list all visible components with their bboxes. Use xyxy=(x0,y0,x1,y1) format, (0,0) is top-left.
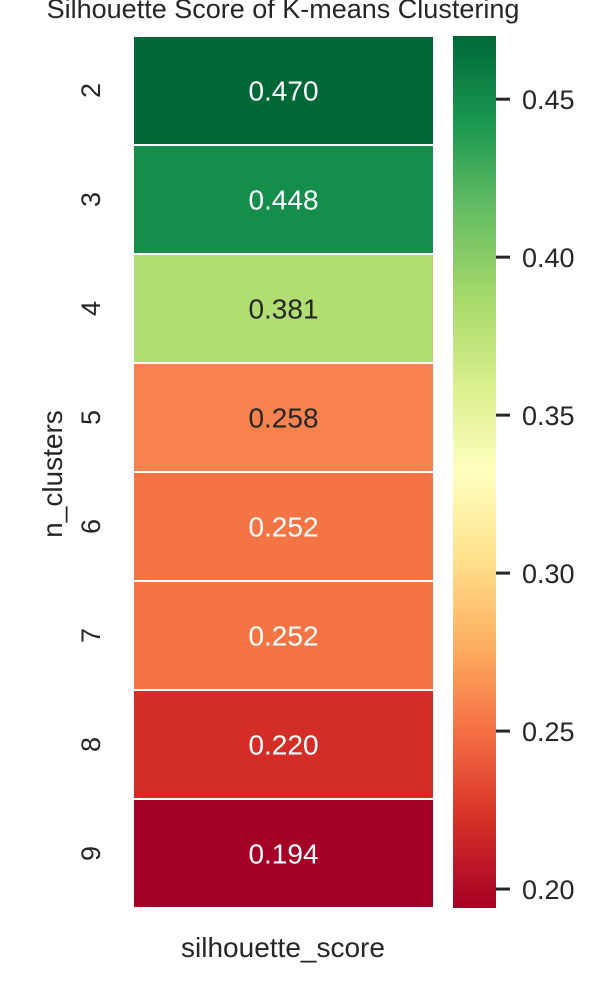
cell-value-label: 0.470 xyxy=(248,76,318,107)
y-tick-label: 4 xyxy=(76,301,106,316)
y-tick-label: 9 xyxy=(76,846,106,861)
heatmap-cell xyxy=(132,35,435,146)
y-axis-label: n_clusters xyxy=(37,410,68,538)
y-tick-label: 3 xyxy=(76,192,106,207)
colorbar-gradient xyxy=(453,36,496,908)
cell-value-label: 0.252 xyxy=(248,512,318,543)
colorbar-tick-label: 0.40 xyxy=(522,243,575,273)
chart-title: Silhouette Score of K-means Clustering xyxy=(47,0,520,24)
heatmap-cells: 0.470 2 0.448 3 0.381 4 0.258 5 0.252 6 0.252 7 0.22… xyxy=(76,35,435,909)
heatmap-cell xyxy=(132,471,435,582)
colorbar-tick-label: 0.45 xyxy=(522,85,575,115)
x-axis-label: silhouette_score xyxy=(181,932,385,963)
heatmap-cell xyxy=(132,144,435,255)
cell-value-label: 0.194 xyxy=(248,839,318,870)
colorbar-tick-label: 0.20 xyxy=(522,875,575,905)
colorbar-tick-label: 0.35 xyxy=(522,401,575,431)
cell-value-label: 0.258 xyxy=(248,403,318,434)
cell-value-label: 0.381 xyxy=(248,294,318,325)
heatmap-cell xyxy=(132,362,435,473)
y-tick-label: 7 xyxy=(76,628,106,643)
colorbar: 0.20 0.25 0.30 0.35 0.40 0.45 xyxy=(453,36,575,908)
heatmap-cell xyxy=(132,798,435,909)
cell-value-label: 0.220 xyxy=(248,730,318,761)
cell-value-label: 0.448 xyxy=(248,185,318,216)
colorbar-tick-label: 0.25 xyxy=(522,717,575,747)
heatmap-cell xyxy=(132,253,435,364)
heatmap-cell xyxy=(132,580,435,691)
y-tick-label: 5 xyxy=(76,410,106,425)
y-tick-label: 2 xyxy=(76,83,106,98)
cell-value-label: 0.252 xyxy=(248,621,318,652)
colorbar-tick-label: 0.30 xyxy=(522,559,575,589)
y-tick-label: 6 xyxy=(76,519,106,534)
y-tick-label: 8 xyxy=(76,737,106,752)
